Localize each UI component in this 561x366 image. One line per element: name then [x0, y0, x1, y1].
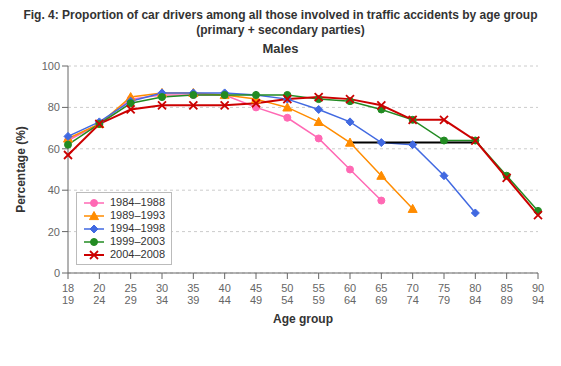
- svg-text:100: 100: [42, 60, 60, 72]
- svg-text:6064: 6064: [344, 282, 356, 306]
- svg-text:2529: 2529: [125, 282, 137, 306]
- svg-text:7074: 7074: [407, 282, 419, 306]
- svg-text:80: 80: [48, 101, 60, 113]
- html-text:1984–1988: 1984–1988: [110, 196, 166, 208]
- html-text:Fig. 4: Proportion of car driv: Fig. 4: Proportion of car drivers among …: [23, 8, 538, 22]
- svg-text:0: 0: [54, 267, 60, 279]
- svg-text:8084: 8084: [469, 282, 481, 306]
- svg-text:4549: 4549: [250, 282, 262, 306]
- html-text:Males: Males: [262, 41, 299, 56]
- html-text:(primary + secondary parties): (primary + secondary parties): [196, 23, 365, 37]
- svg-text:60: 60: [48, 143, 60, 155]
- svg-text:20: 20: [48, 226, 60, 238]
- svg-text:5559: 5559: [313, 282, 325, 306]
- html-text:1999–2003: 1999–2003: [110, 235, 166, 247]
- html-text:1994–1998: 1994–1998: [110, 222, 166, 234]
- svg-text:5054: 5054: [281, 282, 293, 306]
- svg-text:6569: 6569: [375, 282, 387, 306]
- svg-text:4044: 4044: [219, 282, 231, 306]
- svg-text:7579: 7579: [438, 282, 450, 306]
- svg-text:9094: 9094: [532, 282, 544, 306]
- svg-text:2024: 2024: [93, 282, 105, 306]
- svg-text:3034: 3034: [156, 282, 168, 306]
- svg-text:1819: 1819: [62, 282, 74, 306]
- svg-text:8589: 8589: [501, 282, 513, 306]
- svg-text:40: 40: [48, 184, 60, 196]
- svg-text:Age group: Age group: [273, 312, 333, 326]
- html-text:1989–1993: 1989–1993: [110, 209, 166, 221]
- html-text:2004–2008: 2004–2008: [110, 248, 166, 260]
- svg-text:3539: 3539: [187, 282, 199, 306]
- svg-text:Percentage (%): Percentage (%): [14, 126, 28, 213]
